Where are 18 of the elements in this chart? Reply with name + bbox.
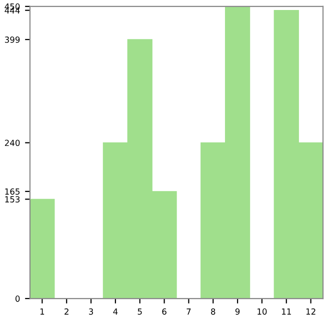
x-tick-label: 10 xyxy=(258,308,267,315)
x-tick-label: 2 xyxy=(64,308,68,315)
y-tick-label: 153 xyxy=(5,196,20,202)
x-tick-label: 5 xyxy=(138,308,142,315)
bar xyxy=(30,198,55,299)
x-tick-label: 12 xyxy=(306,308,316,315)
x-tick-label: 6 xyxy=(162,308,166,315)
x-tick-label: 3 xyxy=(89,308,94,315)
x-tick-label: 11 xyxy=(282,308,291,315)
x-tick-label: 9 xyxy=(235,308,240,315)
x-tick-label: 8 xyxy=(211,308,216,315)
y-tick-label: 165 xyxy=(5,188,20,195)
x-tick-label: 1 xyxy=(40,308,44,315)
x-tick-label: 7 xyxy=(186,308,191,315)
y-tick-label: 399 xyxy=(4,36,20,43)
x-tick-label: 4 xyxy=(113,308,118,315)
y-tick-label: 240 xyxy=(4,140,20,146)
y-tick-label: 0 xyxy=(15,296,20,302)
